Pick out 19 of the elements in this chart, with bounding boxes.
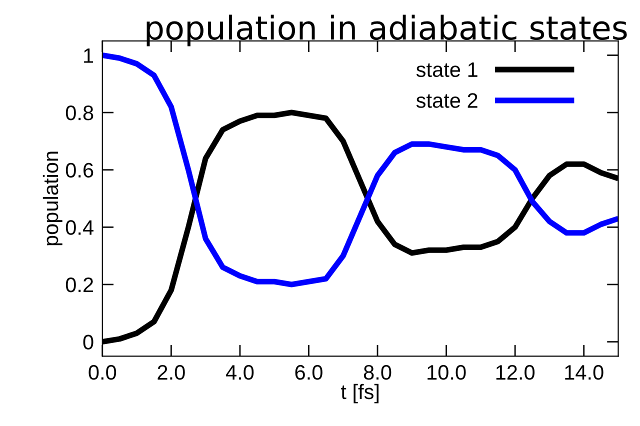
x-tick-label: 2.0 (158, 365, 185, 380)
legend-label: state 1 (416, 62, 478, 78)
x-tick-label: 14.0 (565, 365, 604, 380)
y-axis-title: population (42, 152, 62, 246)
chart-title: population in adiabatic states (146, 14, 627, 46)
y-tick-label: 0.8 (66, 106, 94, 120)
y-tick-label: 0 (83, 334, 94, 350)
x-tick-label: 12.0 (496, 365, 535, 380)
x-tick-label: 4.0 (226, 365, 254, 380)
legend-label: state 2 (416, 93, 478, 108)
x-tick-label: 8.0 (364, 365, 392, 380)
y-tick-label: 0.6 (66, 162, 94, 178)
x-tick-label: 0.0 (88, 365, 116, 380)
x-axis-title: t [fs] (340, 384, 379, 404)
x-tick-label: 6.0 (295, 365, 322, 380)
y-tick-label: 0.4 (66, 220, 94, 235)
y-tick-label: 1 (84, 48, 94, 63)
x-tick-label: 10.0 (428, 365, 466, 380)
y-tick-label: 0.2 (66, 277, 94, 292)
